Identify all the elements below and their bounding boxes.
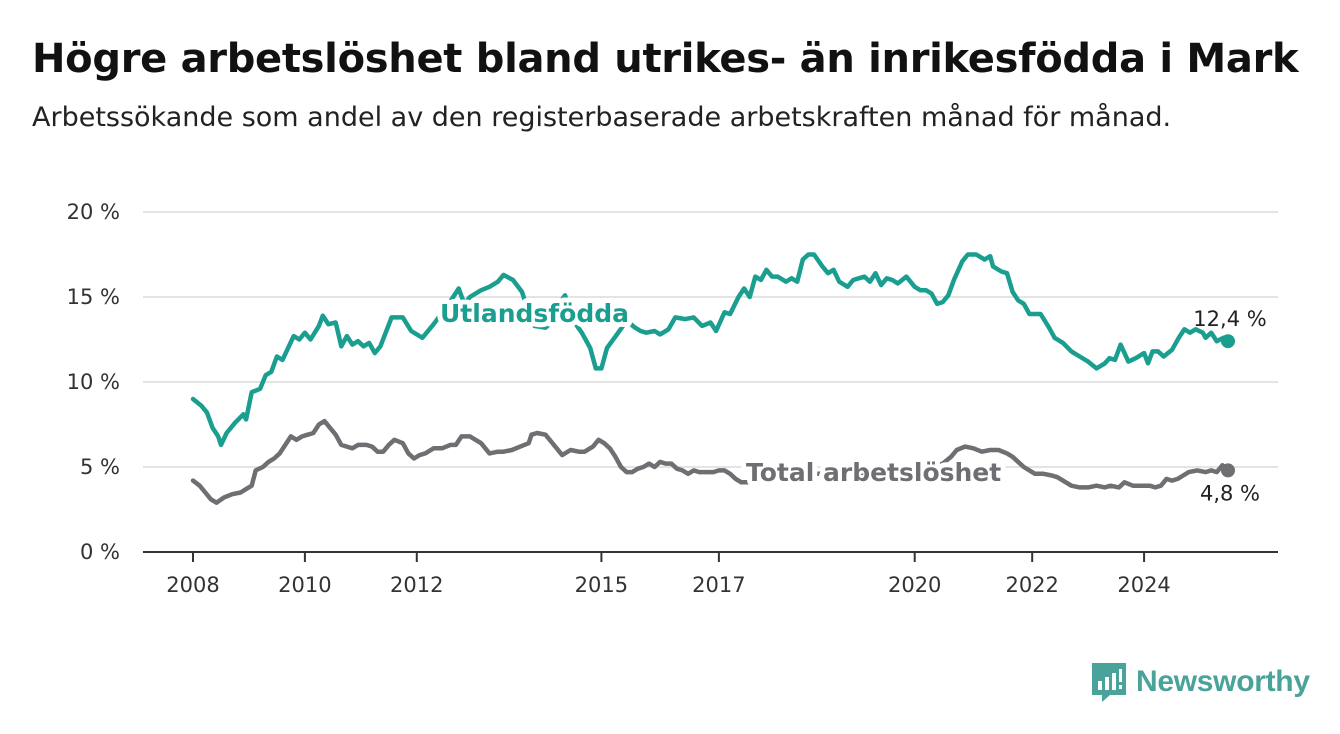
y-tick-label: 15 % [67,285,120,309]
y-axis-ticks: 0 % 5 % 10 % 15 % 20 % [67,200,120,564]
utlandsfodda-end-value-label: 12,4 % [1193,307,1266,331]
x-tick-label: 2010 [278,573,331,597]
newsworthy-logo: Newsworthy [1090,660,1310,704]
utlandsfodda-series-label: Utlandsfödda [440,299,629,328]
series-labels: Utlandsfödda Total arbetslöshet 12,4 % 4,8 … [435,294,1267,505]
x-tick-label: 2008 [166,573,219,597]
brand-name: Newsworthy [1136,665,1310,698]
bar-chart-logo-icon [1092,663,1126,702]
total-end-value-label: 4,8 % [1200,481,1260,505]
x-tick-label: 2015 [575,573,628,597]
x-tick-label: 2012 [390,573,443,597]
y-tick-label: 5 % [80,455,120,479]
total-end-marker [1221,463,1235,478]
y-tick-label: 20 % [67,200,120,224]
chart-subtitle: Arbetssökande som andel av den registerb… [32,102,1172,133]
x-tick-label: 2022 [1005,573,1058,597]
y-tick-label: 0 % [80,540,120,564]
y-tick-label: 10 % [67,370,120,394]
gridlines [143,211,1278,553]
total-arbetsloshet-line [190,418,1231,505]
line-chart: 0 %5 %10 %15 %20 % 2008 2010 2012 2015 2017 2… [67,200,1278,597]
x-tick-label: 2020 [888,573,941,597]
total-arbetsloshet-series-label: Total arbetslöshet [746,458,1001,487]
chart-title: Högre arbetslöshet bland utrikes- än inr… [32,36,1299,82]
x-tick-label: 2017 [692,573,745,597]
utlandsfodda-line [190,252,1231,448]
series-lines [190,252,1235,505]
utlandsfodda-end-marker [1221,334,1235,349]
x-axis-ticks: 2008 2010 2012 2015 2017 2020 2022 2024 [166,552,1171,597]
x-tick-label: 2024 [1117,573,1170,597]
